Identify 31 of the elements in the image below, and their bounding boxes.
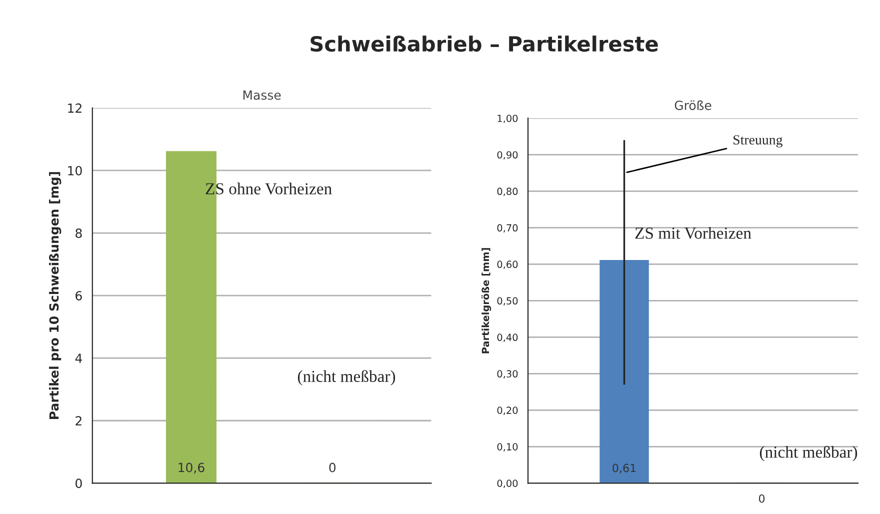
annotation: (nicht meßbar) <box>298 370 396 386</box>
y-tick-label: 0,00 <box>497 480 518 488</box>
annotation: ZS mit Vorheizen <box>635 227 752 239</box>
y-tick-label: 0,90 <box>497 151 518 160</box>
chart-title: Masse <box>243 90 281 100</box>
y-tick-label: 6 <box>76 291 82 300</box>
y-tick-label: 10 <box>68 166 82 176</box>
y-axis-title: Partikelgröße [mm] <box>481 248 492 354</box>
data-label: 0 <box>758 494 765 503</box>
y-axis-title: Partikel pro 10 Schweißungen [mg] <box>49 172 62 419</box>
y-tick-label: 0,10 <box>497 443 518 452</box>
data-label: 10,6 <box>178 462 204 474</box>
y-tick-label: 8 <box>76 228 82 238</box>
y-tick-label: 0,30 <box>497 370 518 378</box>
y-tick-label: 0 <box>76 478 82 488</box>
y-tick-label: 0,70 <box>497 224 518 233</box>
data-label: 0 <box>329 462 336 472</box>
chart-title: Größe <box>674 100 712 110</box>
y-tick-label: 0,40 <box>497 334 518 342</box>
y-tick-label: 0,50 <box>497 297 518 306</box>
y-tick-label: 12 <box>68 103 82 113</box>
annotation: (nicht meßbar) <box>760 446 858 462</box>
y-tick-label: 4 <box>75 354 82 363</box>
text: Schweißabrieb – Partikelreste <box>310 36 658 52</box>
data-label: 0,61 <box>612 464 636 474</box>
y-tick-label: 0,60 <box>497 260 518 270</box>
y-tick-label: 0,20 <box>497 406 518 415</box>
y-tick-label: 2 <box>76 416 82 426</box>
y-tick-label: 1,00 <box>498 114 518 124</box>
y-tick-label: 0,80 <box>497 188 518 196</box>
annotation: Streuung <box>734 135 782 148</box>
